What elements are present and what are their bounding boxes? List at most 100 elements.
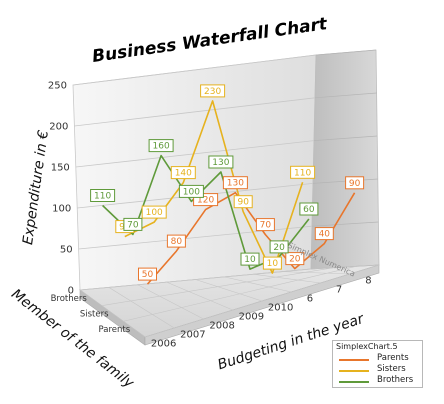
data-label-box [290,165,316,179]
data-label-box [299,202,319,216]
data-label-brothers: 130 [208,155,234,169]
data-label-text: 140 [175,169,192,179]
floor-gridline [253,273,321,284]
data-label-text: 90 [349,179,361,189]
data-label-parents: 80 [166,234,186,248]
legend-title: SimplexChart.5 [336,342,398,351]
data-label-text: 70 [127,220,139,230]
x-tick-label: 8 [365,276,371,287]
data-label-text: 130 [227,179,244,189]
series-line-sisters [124,100,304,274]
data-label-text: 120 [197,196,214,206]
data-label-brothers: 110 [90,189,116,202]
legend-label-sisters: Sisters [377,364,406,374]
x-tick-label: 2008 [209,321,234,332]
data-label-box [314,227,334,241]
data-label-parents: 40 [314,227,334,241]
legend-swatch-sisters [339,370,369,372]
y-tick-label: 150 [51,163,70,174]
data-label-box [148,139,174,153]
x-tick-label: 6 [307,294,313,305]
data-label-text: 40 [319,230,331,240]
legend-label-parents: Parents [377,353,409,363]
data-label-text: 50 [142,270,154,280]
data-label-brothers: 70 [123,217,143,231]
data-label-text: 100 [146,208,163,218]
data-label-sisters: 90 [233,195,253,209]
x-tick-label: 2009 [239,312,264,323]
data-label-brothers: 10 [240,252,260,266]
y-gridline [72,54,317,86]
z-tick-label: Brothers [51,294,88,304]
legend: SimplexChart.5 Parents Sisters Brothers [332,340,423,388]
data-label-box [141,205,167,219]
data-label-parents: 70 [255,218,275,232]
data-label-text: 20 [273,243,285,253]
floor-gridline [79,289,146,338]
x-tick-label: 2007 [180,330,205,341]
data-label-box [222,176,248,190]
data-label-box [178,184,204,198]
data-label-text: 100 [183,187,200,197]
x-tick-label: 2010 [268,303,293,314]
x-tick-label: 7 [336,285,342,296]
data-label-brothers: 60 [299,202,319,216]
data-label-text: 80 [171,237,183,247]
y-tick-label: 0 [68,286,74,297]
data-label-parents: 20 [285,252,305,266]
floor-gridline [137,284,204,320]
data-label-box [240,252,260,266]
floor-depthline [101,267,334,306]
data-label-text: 160 [153,142,170,152]
data-label-text: 10 [267,259,279,269]
y-gridline [75,140,315,168]
data-label-sisters: 110 [290,165,316,179]
floor-gridline [310,264,380,270]
floor-depthline [123,266,357,322]
data-label-brothers: 20 [269,240,289,254]
data-label-box [233,195,253,209]
side-gridline [313,135,378,141]
z-tick-label: Parents [99,325,131,335]
data-label-box [262,256,282,270]
data-label-text: 130 [212,158,229,168]
side-gridline [314,92,377,99]
x-tick-label: 2006 [151,339,176,350]
data-label-box [208,155,234,169]
y-axis-label: Expenditure in € [20,129,52,246]
floor-gridline [195,279,263,302]
data-label-box [90,189,116,202]
y-tick-label: 100 [52,204,71,215]
data-label-text: 10 [244,255,256,265]
legend-item-parents: Parents [333,353,422,364]
data-label-box [285,252,305,266]
data-label-text: 230 [204,87,221,97]
data-label-box [255,218,275,232]
data-label-parents: 50 [138,267,157,281]
data-label-box [123,217,143,231]
data-label-box [345,176,365,190]
y-tick-label: 50 [60,245,73,256]
legend-item-brothers: Brothers [333,375,422,386]
side-gridline [311,221,379,227]
z-tick-label: Sisters [80,310,109,320]
y-tick-label: 250 [48,81,67,92]
floor-gridline [108,287,175,329]
data-label-text: 70 [260,221,272,231]
data-label-sisters: 10 [262,256,282,270]
data-label-text: 60 [303,205,315,215]
data-label-box [269,240,289,254]
data-label-sisters: 100 [141,205,167,219]
data-label-text: 20 [289,255,301,265]
y-tick-label: 200 [49,122,68,133]
data-label-box [166,234,186,248]
side-gridline [315,49,377,56]
floor-gridline [282,271,350,275]
legend-label-brothers: Brothers [377,375,414,385]
data-label-brothers: 160 [148,139,174,153]
floor-gridline [224,276,292,293]
data-label-sisters: 140 [170,166,196,180]
data-label-box [170,166,196,180]
